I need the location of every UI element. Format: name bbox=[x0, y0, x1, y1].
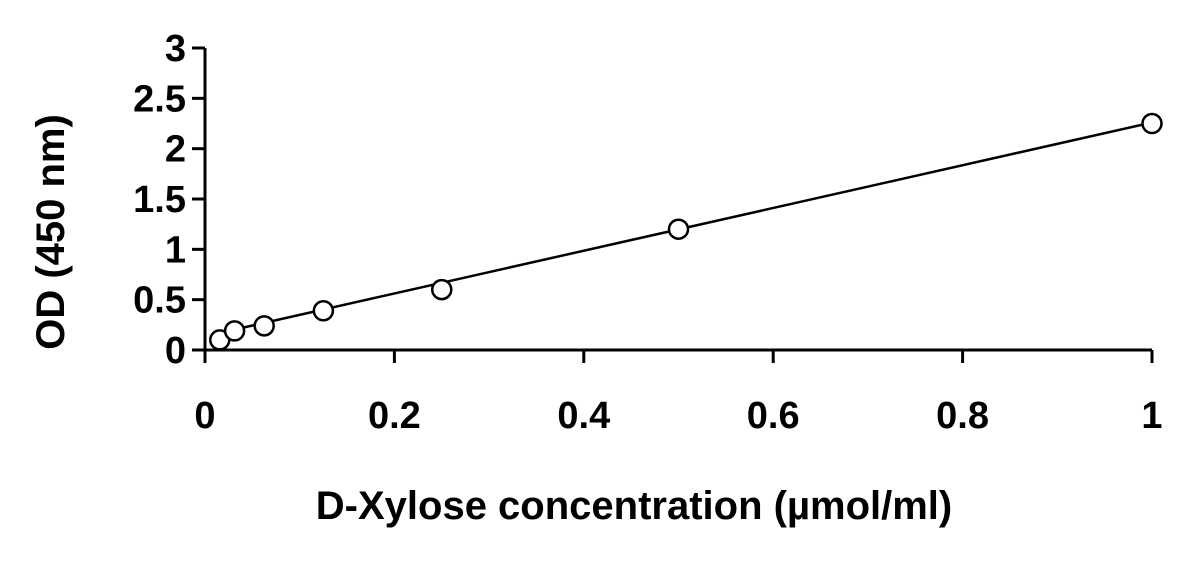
plot-area: 0 0.5 1 1.5 2 2.5 3 0 0.2 0.4 0.6 0.8 1 bbox=[133, 28, 1163, 437]
y-tick-label: 0.5 bbox=[133, 280, 186, 322]
y-tick-label: 2 bbox=[165, 129, 186, 171]
y-tick-label: 0 bbox=[165, 330, 186, 372]
y-tick-label: 3 bbox=[165, 28, 186, 70]
data-point bbox=[312, 299, 335, 322]
y-tick-label: 1.5 bbox=[133, 179, 186, 221]
x-tick-label: 0.6 bbox=[747, 395, 800, 437]
x-axis-title: D-Xylose concentration (µmol/ml) bbox=[316, 484, 952, 528]
x-tick-label: 0 bbox=[194, 395, 215, 437]
data-point bbox=[667, 218, 690, 240]
x-tick-label: 0.4 bbox=[557, 395, 610, 437]
data-point bbox=[1141, 112, 1163, 135]
x-tick-label: 1 bbox=[1141, 395, 1162, 437]
y-tick-label: 2.5 bbox=[133, 78, 186, 120]
y-axis-title: OD (450 nm) bbox=[29, 114, 73, 350]
x-tick-label: 0.8 bbox=[936, 395, 989, 437]
data-point bbox=[223, 320, 246, 342]
data-point bbox=[431, 278, 453, 301]
data-point bbox=[253, 315, 275, 337]
x-tick-label: 0.2 bbox=[368, 395, 421, 437]
y-tick-label: 1 bbox=[165, 229, 186, 271]
